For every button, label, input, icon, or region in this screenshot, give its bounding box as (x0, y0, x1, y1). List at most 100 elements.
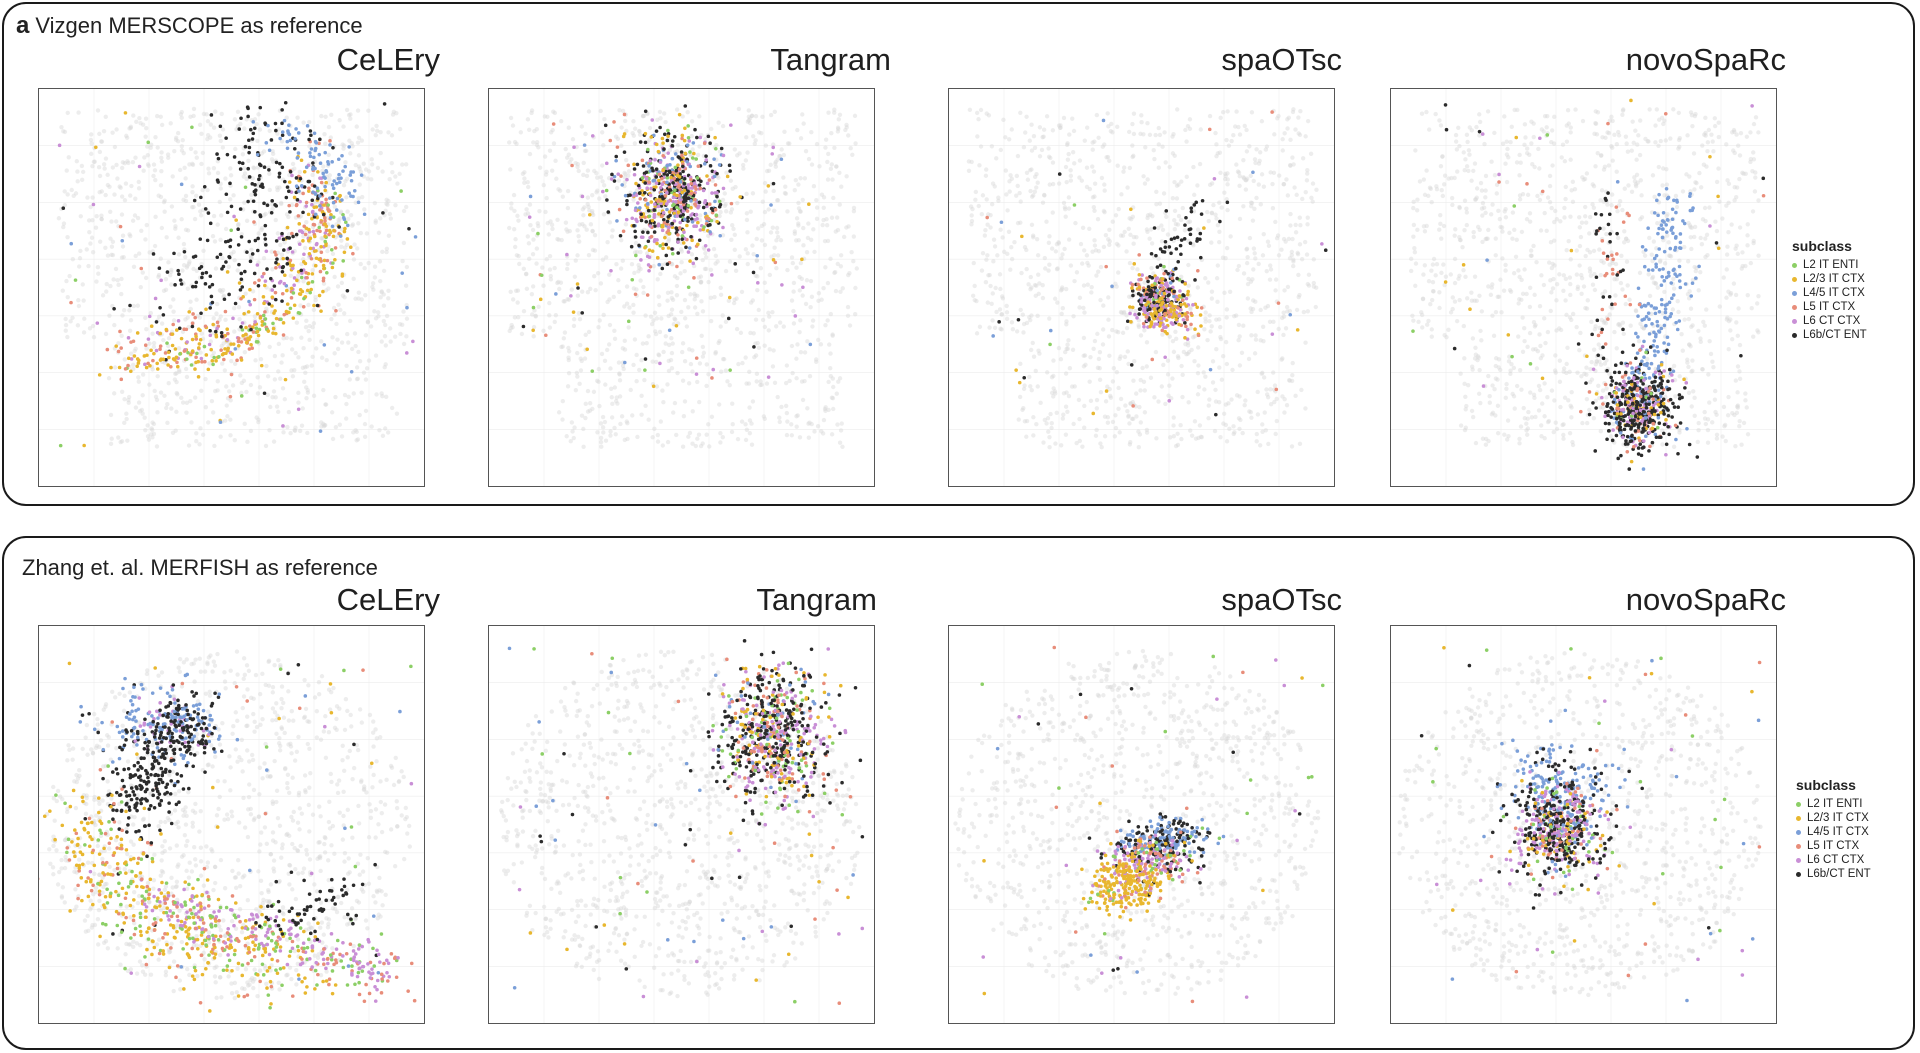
tissue-spot (829, 432, 835, 437)
tissue-spot (373, 316, 379, 321)
tissue-spot (335, 284, 341, 289)
tissue-spot (183, 193, 189, 199)
cell-point (262, 301, 266, 306)
tissue-spot (994, 309, 999, 315)
tissue-spot (1087, 226, 1092, 231)
cell-point (650, 249, 655, 253)
tissue-spot (1065, 141, 1070, 146)
tissue-spot (1065, 409, 1070, 414)
tissue-spot (1114, 369, 1120, 375)
tissue-spot (667, 148, 673, 153)
tissue-spot (753, 113, 759, 119)
cell-point (285, 302, 290, 306)
cell-point (728, 368, 732, 372)
tissue-spot (838, 264, 844, 269)
tissue-spot (1268, 170, 1273, 175)
tissue-spot (1282, 410, 1287, 415)
tissue-spot (1279, 247, 1284, 252)
cell-point (282, 248, 286, 252)
cell-point (647, 248, 652, 252)
tissue-spot (533, 313, 538, 318)
tissue-spot (562, 330, 568, 335)
tissue-spot (331, 305, 337, 311)
cell-point (411, 339, 415, 344)
tissue-spot (87, 229, 92, 235)
tissue-spot (105, 182, 111, 188)
cell-point (317, 225, 322, 230)
tissue-spot (374, 392, 379, 397)
cell-point (255, 329, 260, 334)
cell-point (652, 230, 657, 234)
cell-point (346, 223, 350, 228)
tissue-spot (720, 356, 726, 362)
tissue-spot (174, 409, 179, 415)
tissue-spot (722, 191, 727, 196)
cell-point (626, 319, 631, 324)
tissue-spot (244, 218, 250, 224)
tissue-spot (585, 388, 591, 394)
tissue-spot (847, 270, 852, 276)
tissue-spot (1040, 200, 1046, 205)
cell-point (280, 269, 285, 274)
tissue-spot (986, 212, 991, 217)
cell-point (352, 188, 357, 193)
tissue-spot (1091, 346, 1096, 351)
tissue-spot (323, 402, 329, 407)
tissue-spot (1237, 394, 1242, 399)
tissue-spot (595, 188, 600, 193)
cell-point (644, 177, 649, 181)
tissue-spot (392, 334, 398, 339)
tissue-spot (171, 309, 176, 314)
tissue-spot (730, 186, 735, 191)
tissue-spot (616, 360, 622, 365)
tissue-spot (717, 338, 722, 344)
tissue-spot (166, 336, 172, 341)
tissue-spot (366, 260, 371, 266)
tissue-spot (785, 419, 790, 424)
tissue-spot (617, 371, 622, 376)
tissue-spot (1164, 214, 1169, 220)
cell-point (190, 324, 195, 329)
tissue-spot (371, 287, 376, 292)
tissue-spot (259, 226, 265, 231)
cell-point (278, 265, 282, 269)
tissue-spot (774, 238, 779, 243)
tissue-spot (226, 264, 232, 269)
tissue-spot (59, 125, 64, 130)
tissue-spot (807, 420, 812, 425)
tissue-spot (669, 366, 675, 371)
cell-point (648, 159, 652, 163)
tissue-spot (833, 229, 838, 234)
cell-point (243, 185, 248, 190)
tissue-spot (1215, 151, 1220, 156)
tissue-spot (363, 333, 369, 338)
tissue-spot (107, 313, 112, 318)
cell-point (681, 202, 686, 207)
cell-point (286, 131, 291, 135)
cell-point (159, 278, 163, 283)
tissue-spot (704, 362, 709, 367)
cell-point (250, 252, 255, 256)
tissue-spot (1128, 401, 1133, 406)
tissue-spot (735, 436, 741, 442)
tissue-spot (344, 363, 349, 368)
tissue-spot (1304, 178, 1310, 183)
tissue-spot (792, 231, 797, 236)
tissue-spot (622, 180, 627, 185)
tissue-spot (746, 108, 751, 113)
tissue-spot (131, 362, 136, 367)
tissue-spot (150, 367, 155, 372)
tissue-spot (1310, 199, 1315, 204)
tissue-spot (233, 146, 238, 152)
tissue-spot (345, 209, 350, 214)
cell-point (647, 214, 652, 219)
cell-point (654, 181, 659, 185)
cell-point (135, 357, 140, 361)
tissue-spot (353, 428, 358, 433)
tissue-spot (1126, 413, 1131, 418)
tissue-spot (586, 252, 592, 258)
tissue-spot (679, 309, 684, 315)
tissue-spot (623, 222, 629, 227)
cell-point (626, 163, 631, 168)
tissue-spot (1015, 183, 1020, 189)
